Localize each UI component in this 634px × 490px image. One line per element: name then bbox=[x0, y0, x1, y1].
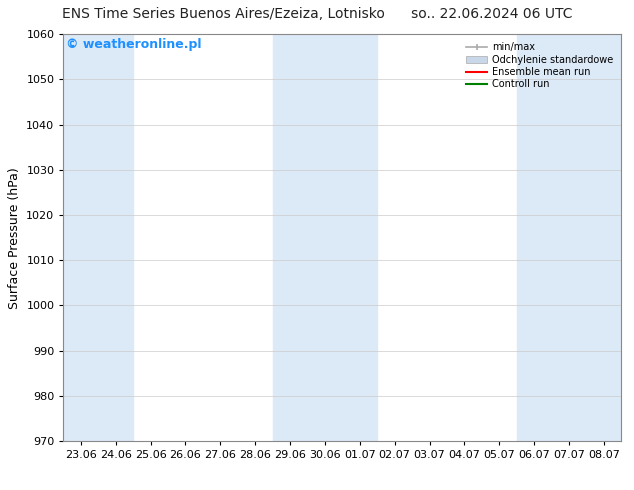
Text: ENS Time Series Buenos Aires/Ezeiza, Lotnisko      so.. 22.06.2024 06 UTC: ENS Time Series Buenos Aires/Ezeiza, Lot… bbox=[61, 7, 573, 22]
Bar bbox=[517, 34, 552, 441]
Legend: min/max, Odchylenie standardowe, Ensemble mean run, Controll run: min/max, Odchylenie standardowe, Ensembl… bbox=[463, 39, 616, 92]
Y-axis label: Surface Pressure (hPa): Surface Pressure (hPa) bbox=[8, 167, 21, 309]
Bar bbox=[63, 34, 98, 441]
Bar bbox=[273, 34, 307, 441]
Bar bbox=[586, 34, 621, 441]
Bar bbox=[342, 34, 377, 441]
Bar bbox=[98, 34, 133, 441]
Text: © weatheronline.pl: © weatheronline.pl bbox=[66, 38, 202, 51]
Bar bbox=[307, 34, 342, 441]
Bar bbox=[552, 34, 586, 441]
